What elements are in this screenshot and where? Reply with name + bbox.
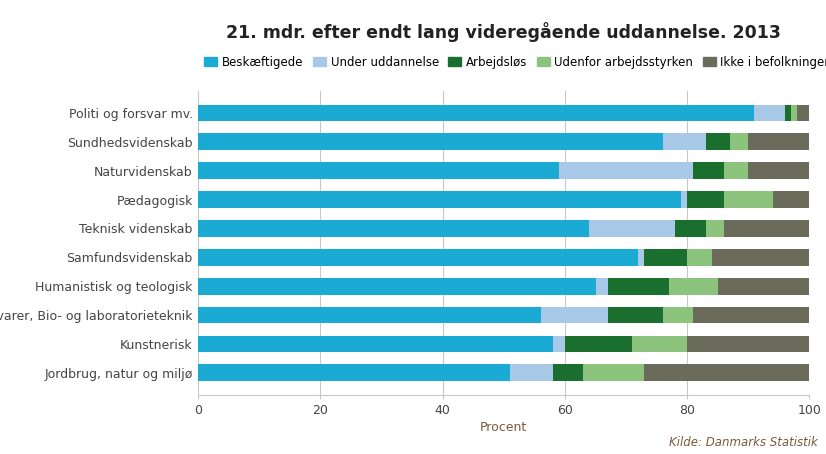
Bar — [687, 191, 724, 208]
Bar — [754, 104, 785, 121]
Text: Kilde: Danmarks Statistik: Kilde: Danmarks Statistik — [669, 436, 818, 449]
Bar — [773, 191, 809, 208]
Bar — [553, 365, 583, 381]
Bar — [687, 336, 809, 352]
Bar — [565, 336, 632, 352]
Bar — [681, 191, 687, 208]
Bar — [198, 278, 596, 295]
Bar — [198, 365, 510, 381]
Bar — [596, 278, 608, 295]
Bar — [724, 220, 809, 237]
Bar — [724, 163, 748, 179]
Bar — [198, 191, 681, 208]
Bar — [608, 307, 662, 323]
Bar — [583, 365, 644, 381]
Bar — [675, 220, 705, 237]
Bar — [724, 191, 773, 208]
Bar — [540, 307, 608, 323]
Bar — [198, 220, 590, 237]
Bar — [712, 249, 809, 266]
Bar — [644, 365, 809, 381]
Bar — [662, 133, 705, 150]
Bar — [198, 249, 638, 266]
Legend: Beskæftigede, Under uddannelse, Arbejdsløs, Udenfor arbejdsstyrken, Ikke i befol: Beskæftigede, Under uddannelse, Arbejdsl… — [204, 56, 826, 69]
Bar — [638, 249, 644, 266]
Title: 21. mdr. efter endt lang videregående uddannelse. 2013: 21. mdr. efter endt lang videregående ud… — [226, 22, 781, 42]
Bar — [730, 133, 748, 150]
Bar — [748, 133, 809, 150]
Bar — [198, 133, 662, 150]
Bar — [559, 163, 693, 179]
Bar — [791, 104, 797, 121]
Bar — [748, 163, 809, 179]
Bar — [662, 307, 693, 323]
Bar — [693, 163, 724, 179]
Bar — [198, 307, 540, 323]
Bar — [198, 104, 754, 121]
Bar — [693, 307, 809, 323]
Bar — [785, 104, 791, 121]
Bar — [590, 220, 675, 237]
Bar — [797, 104, 809, 121]
Bar — [705, 220, 724, 237]
Bar — [198, 336, 553, 352]
X-axis label: Procent: Procent — [480, 421, 528, 434]
Bar — [632, 336, 687, 352]
Bar — [705, 133, 730, 150]
Bar — [644, 249, 687, 266]
Bar — [510, 365, 553, 381]
Bar — [553, 336, 565, 352]
Bar — [687, 249, 712, 266]
Bar — [608, 278, 669, 295]
Bar — [669, 278, 718, 295]
Bar — [198, 163, 559, 179]
Bar — [718, 278, 809, 295]
